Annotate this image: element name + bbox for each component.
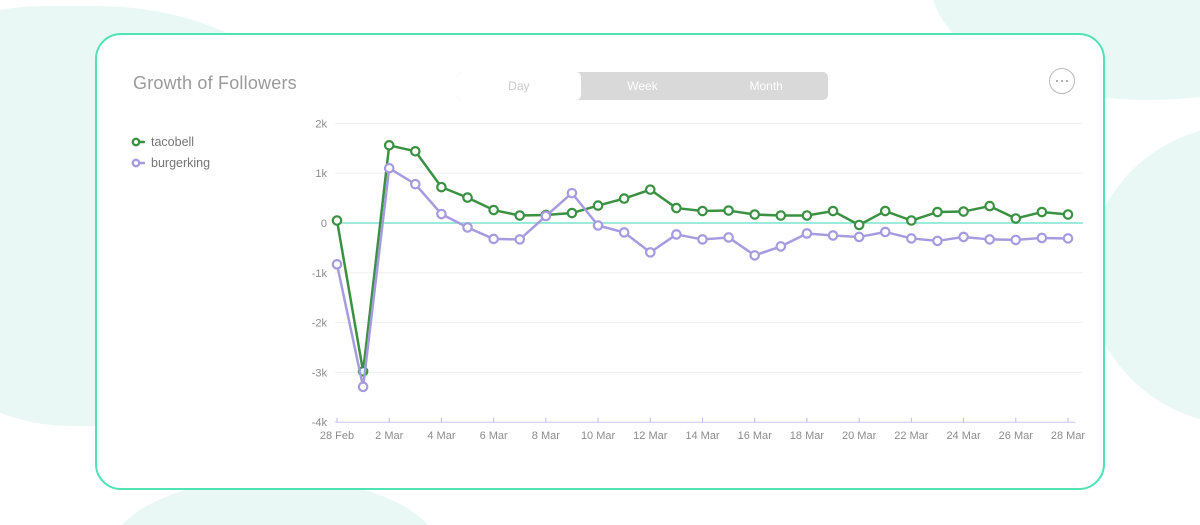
time-range-toggle: Day Week Month	[457, 72, 828, 100]
x-tick-label: 24 Mar	[946, 430, 981, 442]
data-point-tacobell[interactable]	[984, 200, 995, 212]
data-point-burgerking[interactable]	[853, 231, 865, 243]
data-point-burgerking[interactable]	[1010, 234, 1022, 246]
data-point-tacobell[interactable]	[1036, 206, 1048, 218]
line-point-marker-icon	[131, 158, 145, 167]
legend-item-burgerking[interactable]: burgerking	[131, 152, 210, 173]
y-tick-label: -1k	[312, 268, 328, 280]
legend-item-label: tacobell	[151, 134, 195, 149]
ellipsis-icon	[1065, 79, 1069, 83]
data-point-burgerking[interactable]	[984, 234, 995, 245]
x-tick-label: 18 Mar	[790, 430, 825, 442]
line-point-marker-icon	[131, 137, 145, 146]
data-point-burgerking[interactable]	[1062, 233, 1074, 244]
data-point-burgerking[interactable]	[383, 162, 395, 174]
data-point-tacobell[interactable]	[488, 204, 499, 216]
data-point-tacobell[interactable]	[618, 193, 630, 204]
data-point-burgerking[interactable]	[618, 227, 630, 238]
data-point-burgerking[interactable]	[697, 234, 708, 245]
data-point-tacobell[interactable]	[514, 210, 526, 221]
ellipsis-icon	[1060, 79, 1064, 83]
data-point-tacobell[interactable]	[906, 215, 917, 226]
x-tick-label: 22 Mar	[894, 430, 929, 442]
data-point-burgerking[interactable]	[514, 234, 526, 245]
y-tick-label: -2k	[312, 318, 328, 330]
legend-item-tacobell[interactable]: tacobell	[131, 131, 210, 152]
data-point-tacobell[interactable]	[331, 215, 343, 226]
data-point-burgerking[interactable]	[357, 381, 369, 393]
data-point-tacobell[interactable]	[853, 219, 865, 231]
data-point-burgerking[interactable]	[671, 229, 682, 240]
data-point-burgerking[interactable]	[749, 250, 761, 261]
data-point-tacobell[interactable]	[1010, 213, 1022, 224]
data-point-burgerking[interactable]	[1036, 232, 1048, 244]
data-point-burgerking[interactable]	[462, 222, 473, 233]
ellipsis-icon	[1055, 79, 1059, 83]
data-point-tacobell[interactable]	[723, 205, 734, 216]
y-tick-label: 1k	[315, 168, 327, 180]
data-point-tacobell[interactable]	[697, 205, 708, 217]
series-line-burgerking	[335, 166, 1070, 389]
x-tick-label: 4 Mar	[427, 430, 455, 442]
data-point-burgerking[interactable]	[827, 230, 839, 241]
data-point-burgerking[interactable]	[644, 247, 656, 258]
x-tick-label: 14 Mar	[685, 430, 720, 442]
followers-chart-card: Growth of Followers Day Week Month tacob…	[95, 33, 1105, 490]
x-tick-label: 2 Mar	[375, 430, 403, 442]
data-point-burgerking[interactable]	[723, 232, 734, 243]
y-tick-label: 2k	[315, 118, 327, 130]
data-point-burgerking[interactable]	[540, 210, 552, 222]
data-point-tacobell[interactable]	[827, 205, 839, 217]
data-point-tacobell[interactable]	[1062, 209, 1074, 220]
data-point-tacobell[interactable]	[410, 145, 421, 157]
data-point-tacobell[interactable]	[801, 210, 813, 221]
data-point-burgerking[interactable]	[436, 208, 447, 220]
data-point-tacobell[interactable]	[592, 200, 604, 211]
data-point-tacobell[interactable]	[436, 181, 447, 193]
chart-title: Growth of Followers	[133, 73, 297, 93]
x-tick-label: 8 Mar	[532, 430, 560, 442]
data-point-burgerking[interactable]	[331, 259, 343, 270]
data-point-tacobell[interactable]	[566, 207, 578, 219]
data-point-burgerking[interactable]	[592, 220, 604, 231]
data-point-tacobell[interactable]	[775, 210, 787, 221]
data-point-burgerking[interactable]	[566, 187, 578, 199]
x-tick-label: 28 Mar	[1051, 430, 1086, 442]
data-point-tacobell[interactable]	[958, 206, 969, 217]
y-tick-label: 0	[321, 218, 327, 230]
chart-legend: tacobell burgerking	[131, 131, 210, 173]
data-point-burgerking[interactable]	[879, 226, 891, 238]
data-point-tacobell[interactable]	[932, 206, 943, 218]
data-point-burgerking[interactable]	[958, 231, 969, 243]
data-point-burgerking[interactable]	[906, 233, 917, 244]
data-point-tacobell[interactable]	[462, 192, 473, 203]
legend-item-label: burgerking	[151, 155, 211, 170]
x-tick-label: 10 Mar	[581, 430, 616, 442]
x-tick-label: 28 Feb	[320, 430, 354, 442]
data-point-tacobell[interactable]	[879, 205, 891, 217]
tab-week[interactable]: Week	[627, 79, 658, 93]
series-line-tacobell	[335, 144, 1070, 373]
x-tick-label: 20 Mar	[842, 430, 877, 442]
data-point-tacobell[interactable]	[644, 184, 656, 195]
tab-month[interactable]: Month	[749, 79, 783, 93]
data-point-burgerking[interactable]	[932, 235, 943, 247]
x-tick-label: 16 Mar	[738, 430, 773, 442]
y-tick-label: -4k	[312, 417, 328, 429]
data-point-burgerking[interactable]	[410, 178, 421, 190]
tab-day[interactable]: Day	[457, 72, 581, 100]
data-point-tacobell[interactable]	[383, 140, 395, 151]
data-point-burgerking[interactable]	[801, 228, 813, 239]
x-tick-label: 12 Mar	[633, 430, 668, 442]
y-tick-label: -3k	[312, 367, 328, 379]
x-tick-label: 6 Mar	[480, 430, 508, 442]
data-point-tacobell[interactable]	[671, 202, 682, 214]
data-point-burgerking[interactable]	[488, 233, 499, 245]
more-options-button[interactable]	[1049, 68, 1075, 94]
data-point-burgerking[interactable]	[775, 241, 787, 252]
x-tick-label: 26 Mar	[999, 430, 1034, 442]
data-point-tacobell[interactable]	[749, 209, 761, 220]
